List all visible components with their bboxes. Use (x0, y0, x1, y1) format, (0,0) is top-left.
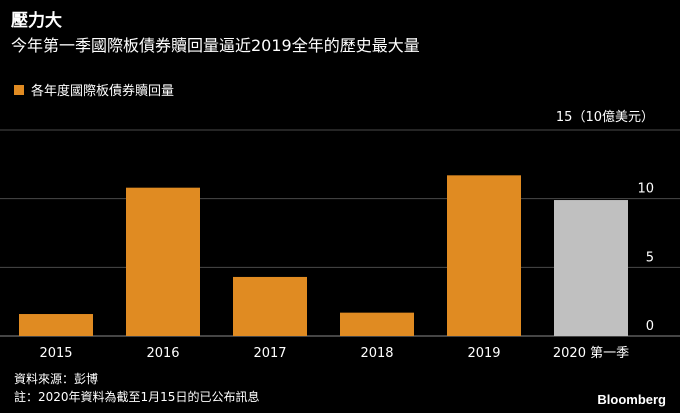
bar (19, 314, 93, 336)
notes: 資料來源：彭博 註：2020年資料為截至1月15日的已公布訊息 (14, 370, 259, 406)
bar (233, 276, 307, 336)
bar (447, 175, 521, 336)
y-tick-label: 10 (637, 182, 654, 197)
legend: 各年度國際板債券贖回量 (14, 80, 174, 99)
x-tick-label: 2017 (253, 346, 286, 361)
bloomberg-logo: Bloomberg (597, 392, 666, 407)
legend-label: 各年度國際板債券贖回量 (31, 84, 175, 99)
x-tick-label: 2016 (146, 346, 179, 361)
legend-swatch (14, 84, 24, 95)
chart-title: 壓力大 (11, 11, 62, 31)
y-top-tick-label: 15（10億美元） (556, 109, 654, 125)
bar (126, 187, 200, 336)
x-tick-label: 2015 (39, 346, 72, 361)
y-tick-label: 0 (646, 319, 654, 334)
bar (554, 200, 628, 336)
y-tick-label: 5 (646, 250, 654, 265)
footnote: 註：2020年資料為截至1月15日的已公布訊息 (14, 390, 260, 404)
x-tick-label: 2020 第一季 (553, 346, 629, 361)
bar (340, 312, 414, 336)
chart-subtitle: 今年第一季國際板債券贖回量逼近2019全年的歷史最大量 (11, 36, 420, 55)
x-tick-label: 2019 (467, 346, 500, 361)
source-note: 資料來源：彭博 (14, 372, 99, 386)
x-tick-label: 2018 (360, 346, 393, 361)
